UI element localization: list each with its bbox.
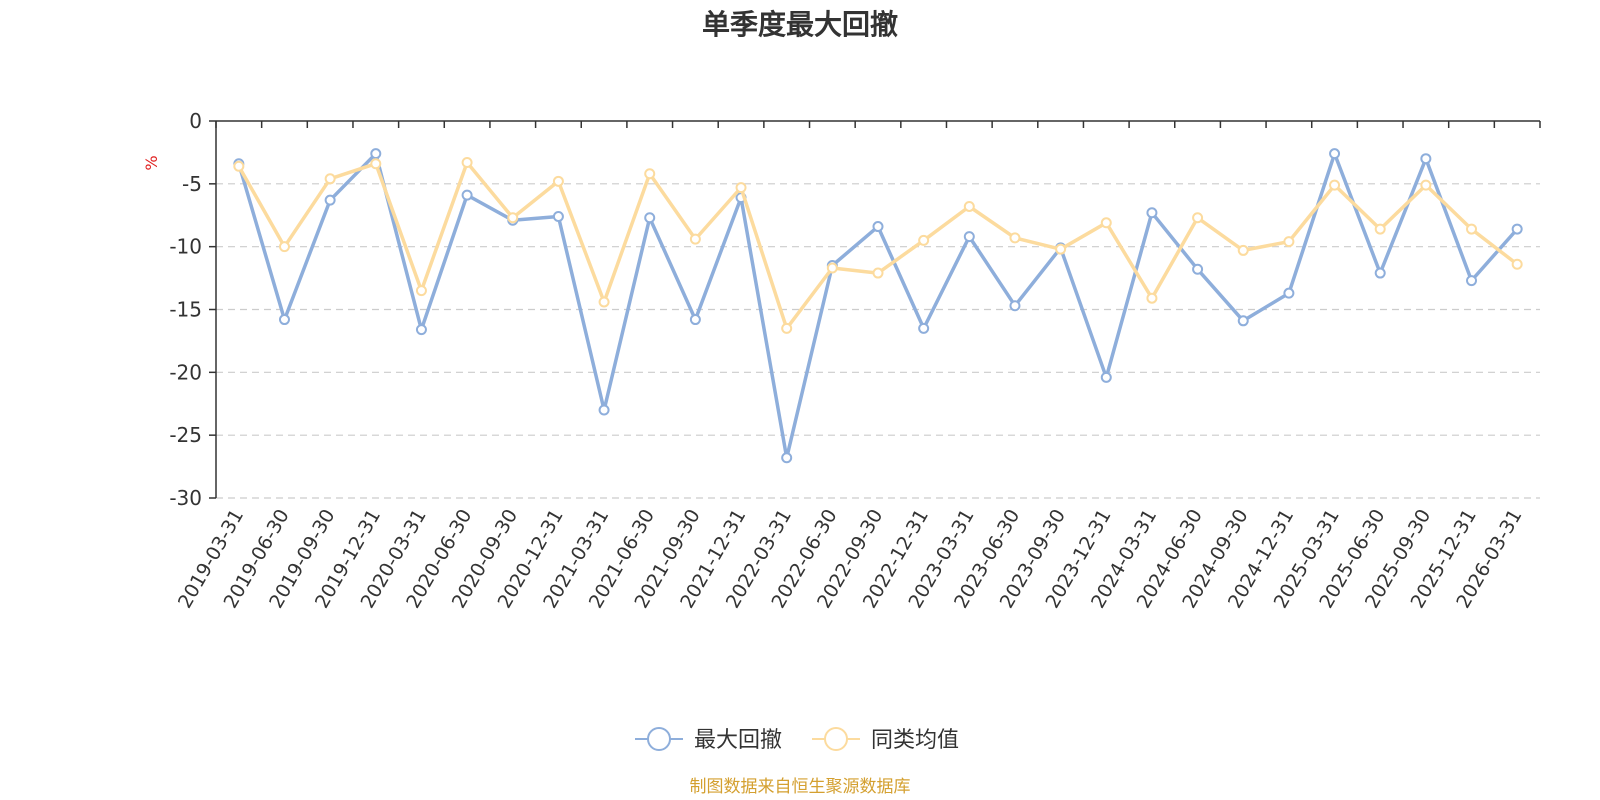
legend-item-max-drawdown[interactable]: 最大回撤 (635, 727, 782, 753)
data-point[interactable] (872, 221, 884, 233)
data-point[interactable] (1466, 223, 1478, 235)
data-point[interactable] (461, 189, 473, 201)
data-point[interactable] (278, 314, 290, 326)
data-point[interactable] (1374, 267, 1386, 279)
data-point[interactable] (1511, 258, 1523, 270)
x-axis-ticks: 2019-03-312019-06-302019-09-302019-12-31… (174, 121, 1541, 612)
data-point[interactable] (415, 324, 427, 336)
series-layer (233, 148, 1523, 464)
data-point[interactable] (552, 175, 564, 187)
legend-item-peer-average[interactable]: 同类均值 (812, 727, 959, 753)
data-source-note: 制图数据来自恒生聚源数据库 (690, 777, 911, 797)
data-point[interactable] (598, 404, 610, 416)
y-tick-label: 0 (189, 109, 202, 133)
y-tick-label: -15 (169, 298, 202, 322)
y-tick-label: -5 (182, 172, 202, 196)
y-tick-label: -10 (169, 235, 202, 259)
data-point[interactable] (1511, 223, 1523, 235)
legend[interactable]: 最大回撤 同类均值 (635, 727, 959, 753)
data-point[interactable] (415, 285, 427, 297)
legend-marker-max-drawdown (647, 727, 671, 751)
data-point[interactable] (918, 234, 930, 246)
data-point[interactable] (826, 262, 838, 274)
legend-marker-peer-average (824, 727, 848, 751)
data-point[interactable] (552, 211, 564, 223)
data-point[interactable] (644, 212, 656, 224)
data-point[interactable] (1466, 275, 1478, 287)
data-point[interactable] (1237, 315, 1249, 327)
data-point[interactable] (1146, 207, 1158, 219)
y-axis-unit: % (142, 155, 161, 170)
data-point[interactable] (1420, 153, 1432, 165)
data-point[interactable] (1283, 287, 1295, 299)
data-point[interactable] (1055, 243, 1067, 255)
y-tick-label: -30 (169, 486, 202, 510)
data-point[interactable] (1192, 212, 1204, 224)
data-point[interactable] (689, 314, 701, 326)
data-point[interactable] (370, 158, 382, 170)
data-point[interactable] (963, 200, 975, 212)
data-point[interactable] (370, 148, 382, 160)
data-point[interactable] (872, 267, 884, 279)
data-point[interactable] (324, 194, 336, 206)
data-point[interactable] (689, 233, 701, 245)
data-point[interactable] (233, 160, 245, 172)
chart-title: 单季度最大回撤 (702, 8, 898, 41)
y-axis-ticks: 0 -5 -10 -15 -20 -25 -30 (169, 109, 216, 510)
data-point[interactable] (1374, 223, 1386, 235)
legend-label-peer-average: 同类均值 (871, 728, 959, 753)
data-point[interactable] (1192, 263, 1204, 275)
data-point[interactable] (1329, 179, 1341, 191)
data-point[interactable] (781, 452, 793, 464)
data-point[interactable] (918, 322, 930, 334)
data-point[interactable] (735, 182, 747, 194)
y-tick-label: -20 (169, 360, 202, 384)
data-point[interactable] (507, 212, 519, 224)
y-tick-label: -25 (169, 423, 202, 447)
data-point[interactable] (1009, 300, 1021, 312)
data-point[interactable] (1146, 292, 1158, 304)
data-point[interactable] (1237, 244, 1249, 256)
data-point[interactable] (1420, 179, 1432, 191)
series-line (237, 151, 1519, 460)
data-point[interactable] (1329, 148, 1341, 160)
series-1 (233, 156, 1523, 334)
data-point[interactable] (644, 168, 656, 180)
data-point[interactable] (1100, 217, 1112, 229)
data-point[interactable] (1283, 236, 1295, 248)
data-point[interactable] (461, 156, 473, 168)
data-point[interactable] (963, 231, 975, 243)
data-point[interactable] (598, 296, 610, 308)
data-point[interactable] (781, 322, 793, 334)
series-0 (233, 148, 1523, 464)
data-point[interactable] (1009, 232, 1021, 244)
data-point[interactable] (1100, 371, 1112, 383)
legend-label-max-drawdown: 最大回撤 (694, 728, 782, 753)
data-point[interactable] (278, 241, 290, 253)
data-point[interactable] (324, 173, 336, 185)
